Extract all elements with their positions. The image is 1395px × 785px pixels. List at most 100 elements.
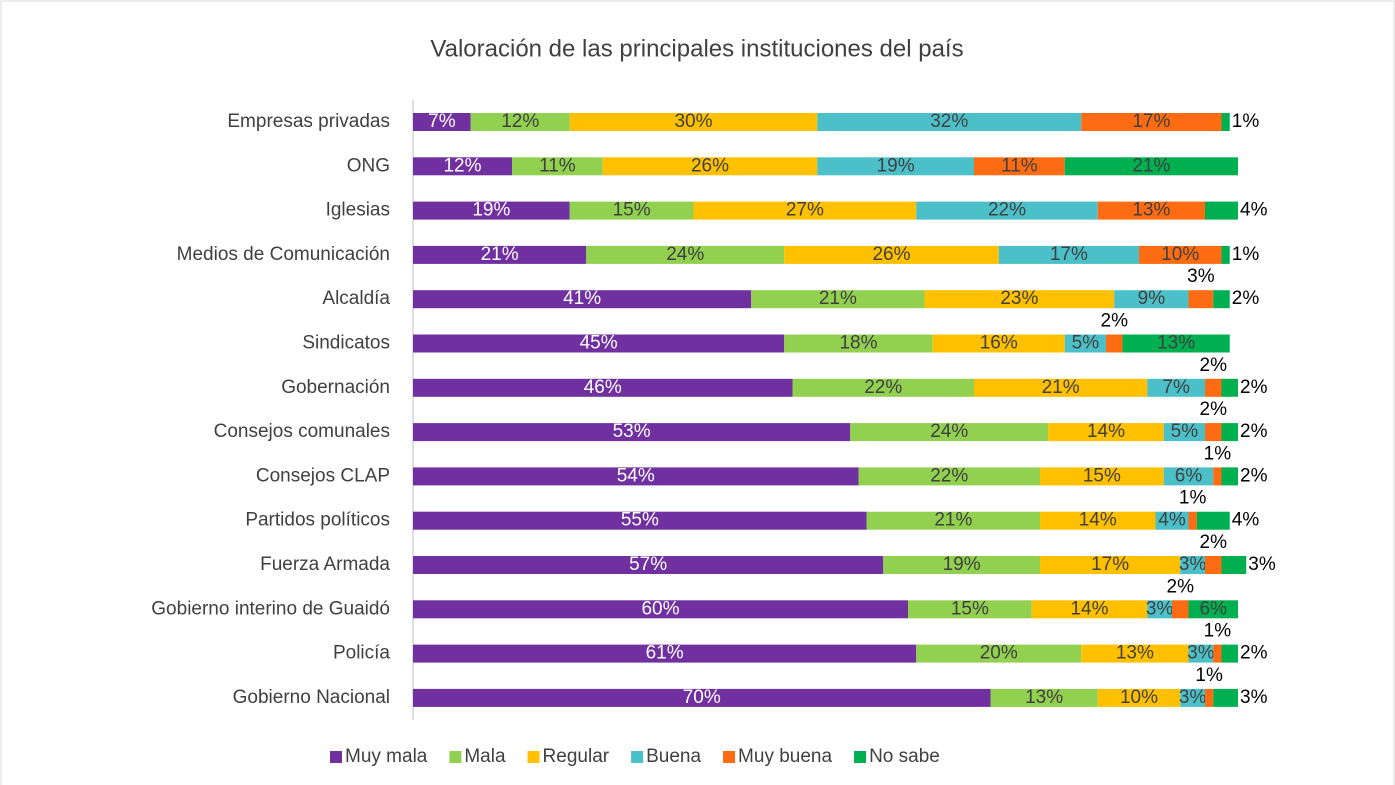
data-label: 7% (428, 111, 456, 132)
data-label: 20% (980, 643, 1018, 664)
bar-segment (974, 378, 1148, 397)
bar-segment (1180, 688, 1205, 707)
data-label: 4% (1158, 510, 1186, 531)
data-label: 55% (621, 510, 659, 531)
data-label: 12% (443, 155, 481, 176)
category-label: Iglesias (326, 200, 390, 221)
bar-segment (1147, 600, 1172, 619)
data-label: 17% (1050, 244, 1088, 265)
data-label: 2% (1232, 288, 1260, 309)
bar-segment (1040, 467, 1164, 486)
bar-segment (413, 600, 908, 619)
bar-segment (413, 511, 867, 530)
bar-segment (413, 334, 785, 353)
bar-segment (1188, 511, 1197, 530)
data-label: 46% (584, 377, 622, 398)
bar-segment (413, 688, 991, 707)
data-label: 26% (872, 244, 910, 265)
data-label: 1% (1204, 443, 1232, 464)
data-label: 3% (1187, 266, 1215, 287)
data-label: 19% (877, 155, 915, 176)
bar-segment (998, 245, 1139, 264)
bar-segment (1213, 290, 1230, 309)
bar-segment (1163, 467, 1214, 486)
data-label: 1% (1179, 488, 1207, 509)
data-label: 22% (864, 377, 902, 398)
data-label: 2% (1101, 311, 1129, 332)
bar-segment (569, 201, 694, 220)
data-label: 23% (1000, 288, 1038, 309)
bar-segment (1221, 245, 1230, 264)
bar-segment (784, 334, 933, 353)
data-label: 1% (1232, 244, 1260, 265)
bar-segment (569, 113, 818, 131)
bar-segment (1188, 644, 1214, 663)
data-label: 2% (1240, 465, 1268, 486)
bar-segment (413, 245, 587, 264)
legend-swatch (854, 751, 867, 763)
data-label: 3% (1248, 554, 1276, 575)
bar-segment (1196, 511, 1230, 530)
data-label: 13% (1132, 200, 1170, 221)
bar-segment (1163, 423, 1205, 442)
data-label: 61% (646, 643, 684, 664)
bar-segment (974, 157, 1065, 176)
data-label: 2% (1240, 377, 1268, 398)
bar-segment (990, 688, 1098, 707)
bar-segment (1205, 688, 1214, 707)
data-label: 2% (1200, 399, 1228, 420)
bar-segment (916, 644, 1082, 663)
bar-segment (1139, 245, 1222, 264)
data-label: 45% (580, 333, 618, 354)
data-label: 17% (1132, 111, 1170, 132)
data-label: 2% (1240, 643, 1268, 664)
legend-swatch (330, 751, 342, 763)
category-label: Fuerza Armada (260, 554, 390, 575)
bar-segment (1040, 511, 1156, 530)
data-label: 2% (1200, 532, 1228, 553)
bar-segment (883, 556, 1040, 574)
data-label: 13% (1116, 643, 1154, 664)
data-label: 22% (930, 465, 968, 486)
data-label: 24% (930, 421, 968, 442)
bar-segment (413, 467, 859, 486)
legend-label: No sabe (869, 746, 940, 767)
data-label: 1% (1204, 621, 1232, 642)
data-label: 15% (951, 598, 989, 619)
bar-segment (1213, 644, 1222, 663)
bar-segment (1147, 378, 1205, 397)
bar-segment (784, 245, 999, 264)
data-label: 5% (1171, 421, 1199, 442)
data-label: 11% (1001, 155, 1038, 176)
data-label: 15% (1083, 465, 1121, 486)
data-label: 54% (617, 465, 655, 486)
bar-segment (866, 511, 1040, 530)
data-label: 2% (1200, 355, 1228, 376)
bar-segment (1180, 556, 1205, 574)
category-label: Policía (333, 643, 390, 664)
data-label: 3% (1240, 687, 1268, 708)
bar-segment (1097, 688, 1181, 707)
data-label: 32% (930, 111, 968, 132)
category-label: Alcaldía (322, 288, 390, 309)
legend-swatch (631, 751, 644, 763)
category-label: ONG (347, 155, 390, 176)
bar-segment (1122, 334, 1230, 353)
bar-segment (413, 290, 752, 309)
bar-segment (470, 113, 570, 131)
legend-swatch (449, 751, 462, 763)
data-label: 21% (934, 510, 972, 531)
bar-segment (586, 245, 785, 264)
data-label: 4% (1240, 200, 1268, 221)
bar-segment (1221, 467, 1238, 486)
data-label: 30% (674, 111, 712, 132)
data-label: 21% (1042, 377, 1080, 398)
bar-segment (1205, 378, 1222, 397)
bar-segment (602, 157, 818, 176)
bar-segment (1213, 467, 1222, 486)
data-label: 15% (613, 200, 651, 221)
data-label: 13% (1157, 333, 1195, 354)
data-label: 26% (691, 155, 729, 176)
data-label: 24% (666, 244, 704, 265)
data-label: 19% (472, 200, 510, 221)
